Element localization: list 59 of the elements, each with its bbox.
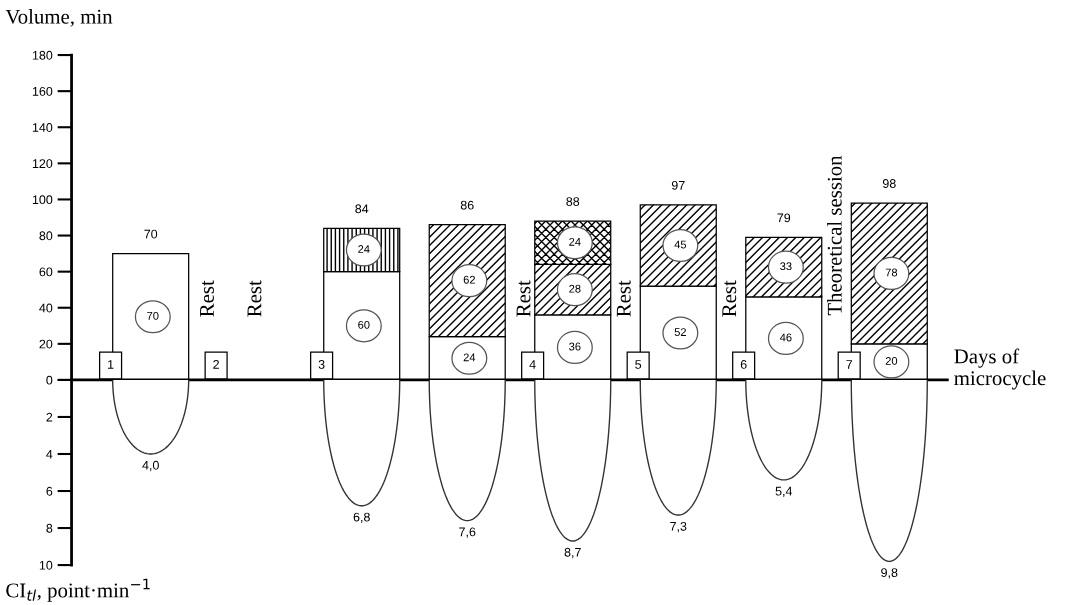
y-tick-label: 2 [46,412,53,422]
y-axis-title: CI$_{tl}$, point·min$^{−1}$ [6,578,150,602]
y-tick-label: 20 [39,339,53,349]
y-tick-label: 4 [46,449,53,459]
data-label: 24 [569,237,581,246]
total-label: 98 [882,179,896,188]
total-label: 97 [671,180,685,190]
y-tick-label: 8 [46,523,53,533]
data-label: 7,6 [459,527,476,538]
y-tick-label: 6 [46,486,53,496]
y-tick-label: 0 [46,375,53,385]
data-label: 33 [780,262,792,271]
data-label: 5,4 [775,486,793,498]
annotation: Theoretical session [827,155,842,316]
annotation: Rest [247,280,262,317]
x-tick-label: 1 [108,360,114,369]
data-label: 28 [569,284,581,293]
total-label: 86 [460,200,474,210]
y-tick-label: 140 [32,123,53,132]
annotation: Rest [616,280,631,317]
x-tick-label: 3 [318,360,325,369]
data-label: 8,7 [564,547,581,559]
data-label: 9,8 [881,568,898,579]
annotation: Rest [722,280,737,317]
data-label: 60 [358,320,370,329]
y-axis-title: Volume, min [5,9,113,27]
x-tick-label: 2 [213,360,219,369]
x-tick-label: 6 [740,360,747,369]
total-label: 79 [777,213,791,223]
x-tick-label: 4 [529,360,536,369]
annotation: Rest [200,280,214,317]
data-label: 46 [779,333,792,342]
data-label: 36 [569,342,581,351]
y-tick-label: 40 [39,303,53,313]
total-label: 88 [566,197,580,206]
data-label: 62 [463,275,475,284]
x-tick-label: 7 [846,360,853,369]
x-tick-label: 5 [635,360,642,369]
y-tick-label: 120 [32,159,53,168]
total-label: 84 [355,204,369,214]
data-label: 45 [674,240,687,249]
data-label: 70 [147,311,159,320]
y-tick-label: 100 [32,195,53,205]
data-label: 24 [358,245,370,253]
data-label: 4,0 [142,460,159,472]
y-tick-label: 10 [39,560,53,570]
y-tick-label: 180 [32,50,53,60]
total-label: 70 [144,229,158,239]
data-label: 52 [674,328,686,336]
data-label: 6,8 [353,512,370,523]
annotation: Rest [516,280,531,317]
data-label: 78 [885,268,898,277]
y-tick-label: 60 [39,267,53,277]
data-label: 7,3 [670,521,687,533]
y-tick-label: 160 [32,86,53,96]
y-tick-label: 80 [39,231,53,241]
data-label: 24 [463,353,476,362]
data-label: 20 [885,357,898,365]
x-axis-title: Days of microcycle [954,348,1046,390]
